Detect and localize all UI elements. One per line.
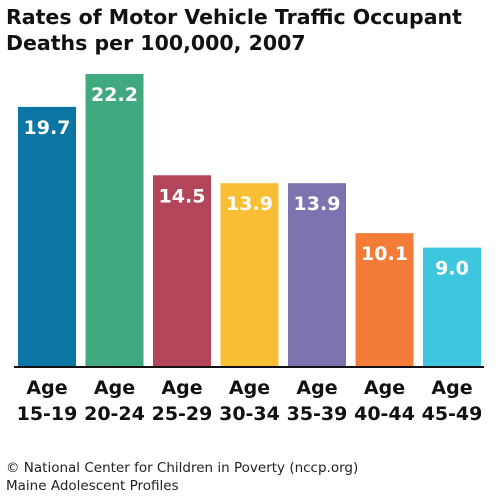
bar-value-label: 22.2 [91,84,138,106]
x-tick-label: 25-29 [152,403,213,425]
bar [355,233,414,366]
bar [423,247,481,366]
bar-value-label: 13.9 [294,193,341,215]
x-tick-label: Age [229,377,270,399]
source-line-1: © National Center for Children in Povert… [6,460,359,476]
x-tick-label: 35-39 [287,403,348,425]
bar [220,183,279,366]
source-line-2: Maine Adolescent Profiles [6,478,179,494]
x-tick-label: 15-19 [17,403,78,425]
x-tick-label: 40-44 [354,403,415,425]
x-tick-label: Age [161,377,202,399]
bar-value-label: 10.1 [361,243,408,265]
bar-value-label: 14.5 [159,185,206,207]
source-note: © National Center for Children in Povert… [6,459,358,495]
chart-title-line-1: Rates of Motor Vehicle Traffic Occupant [6,5,462,29]
x-tick-label: Age [364,377,405,399]
x-tick-label: Age [431,377,472,399]
x-tick-label: Age [94,377,135,399]
bar-value-label: 9.0 [435,258,469,280]
x-tick-label: Age [296,377,337,399]
bar [153,175,211,366]
chart-title-line-2: Deaths per 100,000, 2007 [6,31,306,55]
x-tick-label: 20-24 [84,403,145,425]
bar [288,183,346,366]
x-tick-label: 45-49 [422,403,483,425]
bar [85,74,144,366]
chart-title: Rates of Motor Vehicle Traffic Occupant … [6,4,492,56]
x-tick-label: Age [26,377,67,399]
bar [18,106,76,367]
bar-value-label: 19.7 [24,117,71,139]
bar-value-label: 13.9 [226,193,273,215]
x-tick-label: 30-34 [219,403,280,425]
